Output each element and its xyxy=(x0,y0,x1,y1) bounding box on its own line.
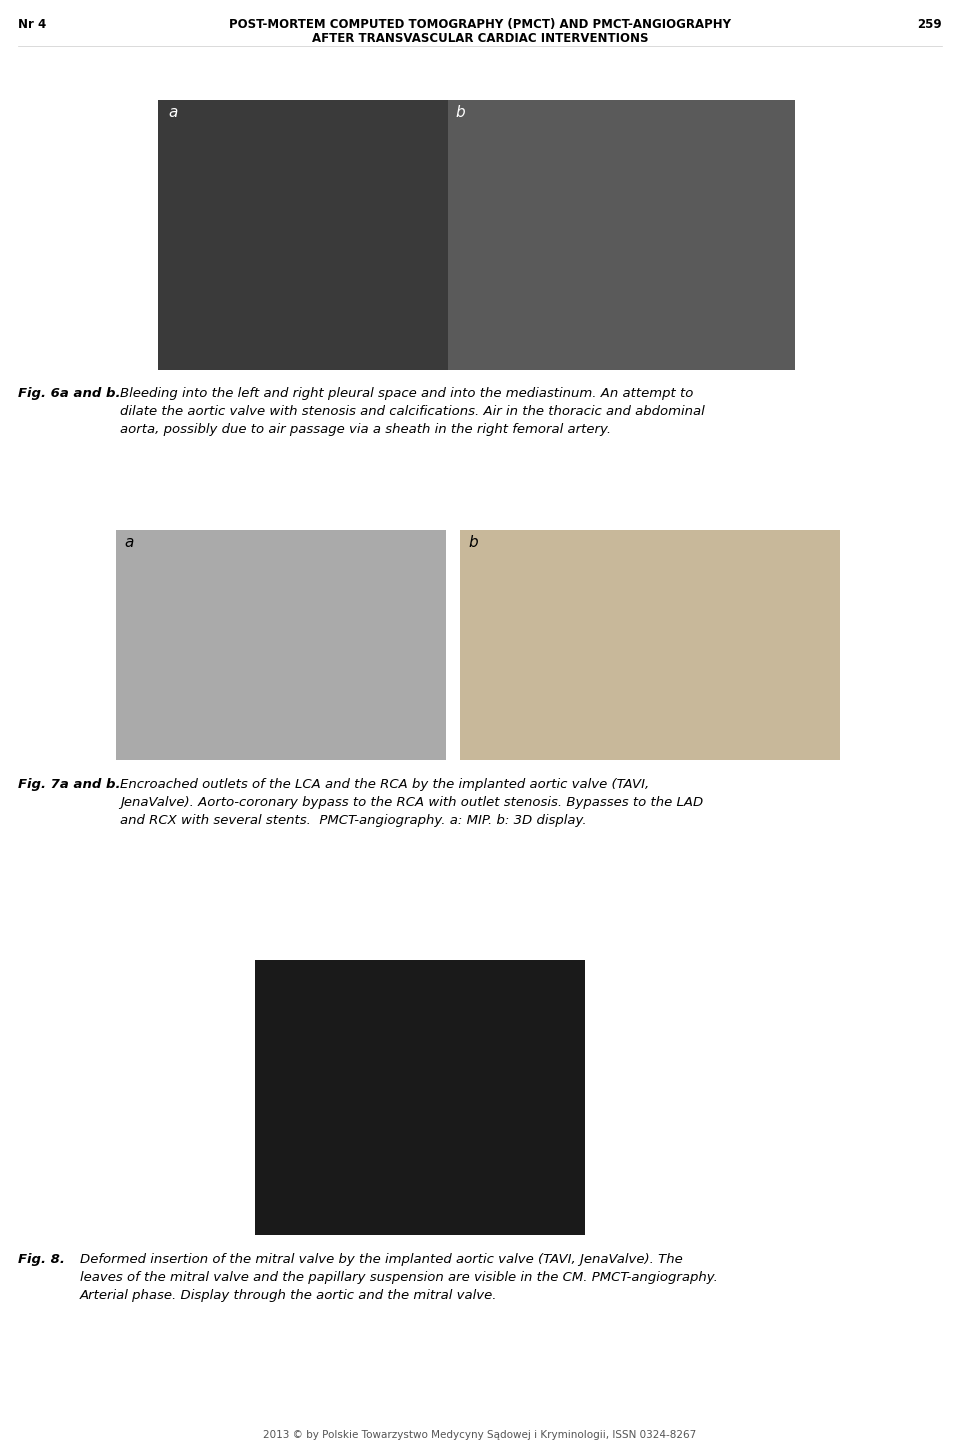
Text: dilate the aortic valve with stenosis and calcifications. Air in the thoracic an: dilate the aortic valve with stenosis an… xyxy=(120,405,705,418)
Text: Arterial phase. Display through the aortic and the mitral valve.: Arterial phase. Display through the aort… xyxy=(80,1289,497,1302)
Text: Fig. 7a and b.: Fig. 7a and b. xyxy=(18,779,121,792)
Bar xyxy=(158,100,447,370)
Text: leaves of the mitral valve and the papillary suspension are visible in the CM. P: leaves of the mitral valve and the papil… xyxy=(80,1272,718,1285)
Text: Deformed insertion of the mitral valve by the implanted aortic valve (TAVI, Jena: Deformed insertion of the mitral valve b… xyxy=(80,1253,683,1266)
Bar xyxy=(255,960,585,1235)
Text: 2013 © by Polskie Towarzystwo Medycyny Sądowej i Kryminologii, ISSN 0324-8267: 2013 © by Polskie Towarzystwo Medycyny S… xyxy=(263,1430,697,1440)
Text: b: b xyxy=(468,535,478,550)
Text: 259: 259 xyxy=(918,17,942,30)
Text: aorta, possibly due to air passage via a sheath in the right femoral artery.: aorta, possibly due to air passage via a… xyxy=(120,423,612,436)
Bar xyxy=(460,531,840,760)
Text: Encroached outlets of the LCA and the RCA by the implanted aortic valve (TAVI,: Encroached outlets of the LCA and the RC… xyxy=(120,779,649,792)
Text: AFTER TRANSVASCULAR CARDIAC INTERVENTIONS: AFTER TRANSVASCULAR CARDIAC INTERVENTION… xyxy=(312,32,648,45)
Text: Nr 4: Nr 4 xyxy=(18,17,46,30)
Text: JenaValve). Aorto-coronary bypass to the RCA with outlet stenosis. Bypasses to t: JenaValve). Aorto-coronary bypass to the… xyxy=(120,796,704,809)
Bar xyxy=(447,100,795,370)
Text: Bleeding into the left and right pleural space and into the mediastinum. An atte: Bleeding into the left and right pleural… xyxy=(120,387,693,400)
Text: POST-MORTEM COMPUTED TOMOGRAPHY (PMCT) AND PMCT-ANGIOGRAPHY: POST-MORTEM COMPUTED TOMOGRAPHY (PMCT) A… xyxy=(229,17,731,30)
Text: Fig. 8.: Fig. 8. xyxy=(18,1253,65,1266)
Text: a: a xyxy=(168,104,178,120)
Text: a: a xyxy=(124,535,133,550)
Text: and RCX with several stents.  PMCT-angiography. a: MIP. b: 3D display.: and RCX with several stents. PMCT-angiog… xyxy=(120,813,587,826)
Text: b: b xyxy=(456,104,466,120)
Bar xyxy=(116,531,446,760)
Text: Fig. 6a and b.: Fig. 6a and b. xyxy=(18,387,121,400)
